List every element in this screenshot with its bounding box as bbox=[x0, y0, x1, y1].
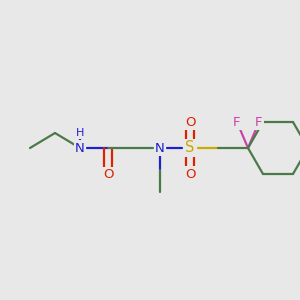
Text: H: H bbox=[76, 128, 84, 138]
Text: S: S bbox=[185, 140, 195, 155]
Text: F: F bbox=[233, 116, 241, 128]
Text: O: O bbox=[185, 116, 195, 128]
Text: N: N bbox=[75, 142, 85, 154]
Text: O: O bbox=[185, 167, 195, 181]
Text: N: N bbox=[155, 142, 165, 154]
Text: F: F bbox=[255, 116, 263, 128]
Text: O: O bbox=[103, 169, 113, 182]
